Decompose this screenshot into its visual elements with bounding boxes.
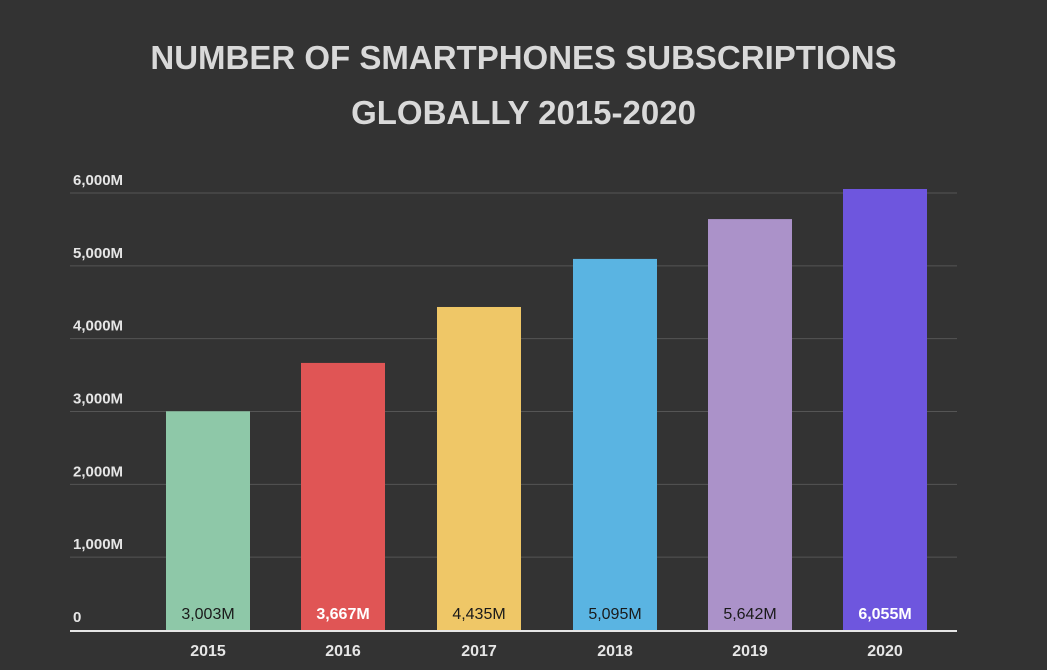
data-label: 5,642M xyxy=(723,606,776,623)
bar-2020 xyxy=(843,188,927,630)
chart-title-line-1: NUMBER OF SMARTPHONES SUBSCRIPTIONS xyxy=(150,39,897,76)
x-tick-label: 2020 xyxy=(867,643,903,660)
bar-2015 xyxy=(166,411,250,630)
y-tick-label: 3,000M xyxy=(73,391,123,408)
bars xyxy=(166,188,927,630)
y-tick-label: 0 xyxy=(73,609,81,626)
y-tick-label: 2,000M xyxy=(73,463,123,480)
x-tick-label: 2017 xyxy=(461,643,497,660)
y-tick-label: 4,000M xyxy=(73,318,123,335)
x-tick-label: 2016 xyxy=(325,643,361,660)
x-tick-label: 2018 xyxy=(597,643,633,660)
bar-2017 xyxy=(437,306,521,630)
data-label: 5,095M xyxy=(588,606,641,623)
y-tick-label: 6,000M xyxy=(73,172,123,189)
chart-title-line-2: GLOBALLY 2015-2020 xyxy=(351,94,696,131)
bar-2019 xyxy=(708,219,792,630)
x-tick-label: 2019 xyxy=(732,643,768,660)
data-label: 3,667M xyxy=(316,606,369,623)
y-tick-label: 1,000M xyxy=(73,536,123,553)
labels: 0 1,000M 2,000M 3,000M 4,000M 5,000M 6,000M 3,0… xyxy=(73,172,912,660)
bar-2018 xyxy=(573,258,657,630)
data-label: 6,055M xyxy=(858,606,911,623)
y-tick-label: 5,000M xyxy=(73,245,123,262)
bar-2016 xyxy=(301,362,385,630)
x-tick-label: 2015 xyxy=(190,643,226,660)
data-label: 4,435M xyxy=(452,606,505,623)
chart-title: NUMBER OF SMARTPHONES SUBSCRIPTIONS GLOB… xyxy=(0,30,1047,140)
data-label: 3,003M xyxy=(181,606,234,623)
